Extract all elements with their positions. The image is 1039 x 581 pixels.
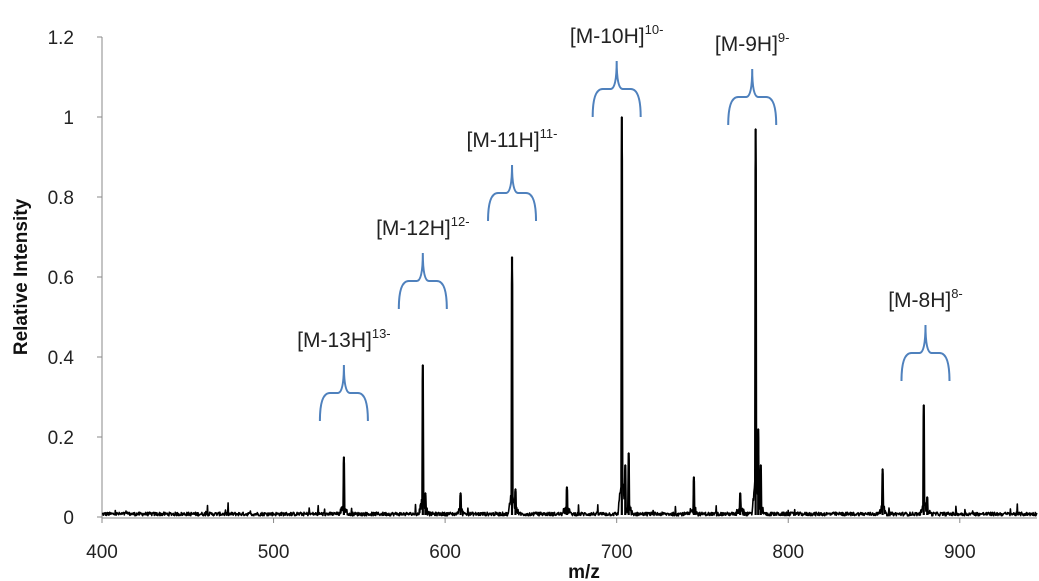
ion-label: [M-11H]11- <box>467 126 558 152</box>
ion-label-charge: 9- <box>778 30 790 45</box>
ion-label: [M-12H]12- <box>376 214 469 240</box>
ion-label-charge: 11- <box>540 126 558 141</box>
curly-bracket <box>487 164 538 222</box>
ion-label-charge: 13- <box>372 326 391 341</box>
y-axis-title: Relative Intensity <box>11 198 32 355</box>
x-tick-label: 500 <box>258 542 290 563</box>
spectrum-series <box>101 116 1038 517</box>
y-tick-label: 1 <box>63 108 74 129</box>
axes <box>97 36 1037 523</box>
x-tick-label: 700 <box>601 542 633 563</box>
ion-annotation: [M-10H]10- <box>570 22 663 118</box>
curly-bracket <box>900 324 951 382</box>
ion-annotations: [M-13H]13- [M-12H]12- [M-11H]11- [M-10H]10-… <box>297 22 963 422</box>
curly-bracket <box>727 68 778 126</box>
spectrum-trace <box>101 116 1038 517</box>
x-tick-label: 400 <box>86 542 118 563</box>
ion-annotation: [M-8H]8- <box>888 286 963 382</box>
ion-label: [M-10H]10- <box>570 22 663 48</box>
tick-labels: 0 0.2 0.4 0.6 0.8 1 1.2 400 500 600 700 800 900 <box>48 28 976 563</box>
ion-label: [M-8H]8- <box>888 286 963 312</box>
y-tick-label: 0.8 <box>48 188 74 209</box>
ion-label-base: [M-11H] <box>467 129 540 152</box>
ion-annotation: [M-11H]11- <box>467 126 558 222</box>
ion-label: [M-13H]13- <box>297 326 390 352</box>
ion-annotation: [M-9H]9- <box>715 30 790 126</box>
y-tick-label: 1.2 <box>48 28 74 49</box>
y-tick-label: 0.2 <box>48 428 74 449</box>
ion-label-base: [M-10H] <box>570 25 645 48</box>
ion-label-charge: 10- <box>645 22 664 37</box>
curly-bracket <box>591 60 642 118</box>
ion-annotation: [M-12H]12- <box>376 214 470 310</box>
curly-bracket <box>397 252 448 310</box>
ion-label-charge: 12- <box>451 214 470 229</box>
ion-label-base: [M-12H] <box>376 217 451 240</box>
x-axis-title: m/z <box>568 562 600 581</box>
y-tick-label: 0.6 <box>48 268 74 289</box>
ion-label: [M-9H]9- <box>715 30 790 56</box>
ion-label-base: [M-8H] <box>888 289 951 312</box>
ion-label-charge: 8- <box>951 286 963 301</box>
ion-annotation: [M-13H]13- <box>297 326 391 422</box>
x-tick-label: 900 <box>944 542 976 563</box>
y-tick-label: 0 <box>63 508 74 529</box>
ion-label-base: [M-9H] <box>715 33 778 56</box>
y-tick-label: 0.4 <box>48 348 75 369</box>
curly-bracket <box>318 364 369 422</box>
ion-label-base: [M-13H] <box>297 329 372 352</box>
x-tick-label: 600 <box>429 542 461 563</box>
x-tick-label: 800 <box>772 542 804 563</box>
